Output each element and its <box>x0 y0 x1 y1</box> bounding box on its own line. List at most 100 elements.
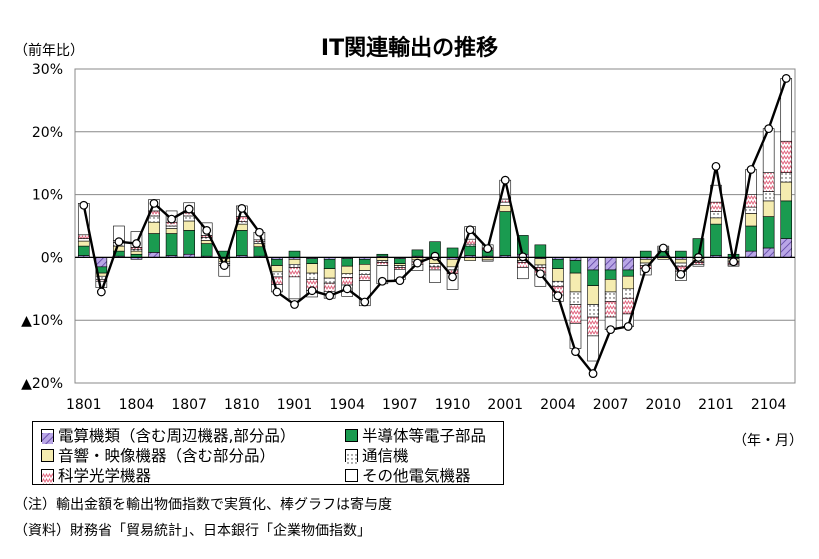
bar-segment <box>604 279 617 293</box>
bar-segment <box>323 268 336 279</box>
bar-segment <box>710 201 722 212</box>
bar-segment <box>481 259 494 262</box>
bar-segment <box>534 258 547 266</box>
bar-segment <box>604 291 617 302</box>
line-point <box>729 257 738 267</box>
bar-segment <box>604 257 617 271</box>
legend-label-av: 音響・映像機器（含む部分品） <box>58 447 276 465</box>
x-tick-label: 2001 <box>487 397 523 413</box>
bar-segment <box>569 291 582 305</box>
line-layer <box>79 74 791 378</box>
line-point <box>641 264 651 274</box>
legend-item-semiconductors: 半導体等電子部品 <box>345 424 486 446</box>
bar-segment <box>394 258 406 264</box>
line-point <box>781 74 791 83</box>
x-axis-unit: （年・月） <box>733 433 803 449</box>
line-point <box>518 252 528 262</box>
legend-label-semiconductors: 半導体等電子部品 <box>362 427 487 445</box>
legend-swatch-telecom <box>345 448 358 464</box>
legend-label-computers: 電算機類（含む周辺機器,部分品） <box>58 427 296 445</box>
legend-item-av: 音響・映像機器（含む部分品） <box>41 444 275 466</box>
bar-segment <box>183 230 195 255</box>
grid-lines <box>74 68 796 384</box>
y-tick-label: 30% <box>32 62 63 78</box>
legend-swatch-optical <box>41 468 54 484</box>
y-tick-label: 0% <box>41 250 63 266</box>
line-point <box>676 269 686 279</box>
line-point <box>658 243 668 253</box>
bar-segment <box>762 216 775 249</box>
bar-segment <box>411 249 424 257</box>
bar-segment <box>710 217 722 225</box>
bar-segment <box>780 140 793 173</box>
bar-segment <box>587 335 599 362</box>
x-tick-label: 2101 <box>698 397 734 413</box>
line-point <box>254 227 264 237</box>
chart-title: IT関連輸出の推移 <box>320 36 499 61</box>
legend: 電算機類（含む周辺機器,部分品） 半導体等電子部品 音響・映像機器（含む部分品）… <box>32 421 504 485</box>
line-point <box>202 225 212 235</box>
bar-segment <box>341 265 353 275</box>
y-tick-label: 20% <box>32 125 63 141</box>
line-point <box>360 297 370 307</box>
bar-segment <box>429 263 441 268</box>
bar-segment <box>288 264 301 268</box>
legend-item-telecom: 通信機 <box>345 444 409 466</box>
y-tick-label: ▲20% <box>21 376 63 392</box>
plot-frame <box>74 68 796 384</box>
bar-segment <box>165 225 178 229</box>
bar-segment <box>148 233 160 253</box>
legend-swatch-av <box>41 448 54 462</box>
line-point <box>413 258 422 268</box>
bar-segment <box>569 272 582 293</box>
bar-segment <box>95 257 108 268</box>
bar-segment <box>622 269 634 277</box>
note-text: （注）輸出金額を輸出物価指数で実質化、棒グラフは寄与度 <box>14 497 392 513</box>
line-point <box>746 165 756 174</box>
bar-segment <box>183 220 195 231</box>
bar-segment <box>358 270 371 275</box>
y-tick-label: 10% <box>32 188 63 204</box>
line-point <box>325 291 335 301</box>
bar-segment <box>587 285 599 305</box>
bar-segment <box>446 247 459 258</box>
bar-segment <box>358 274 371 281</box>
bar-segment <box>604 301 617 318</box>
bar-segment <box>675 258 687 264</box>
bar-segment <box>710 223 722 256</box>
bar-segment <box>745 225 757 252</box>
bar-segment <box>762 200 775 217</box>
bar-segment <box>569 260 582 274</box>
bar-segment <box>200 240 213 244</box>
bar-segment <box>148 221 160 234</box>
legend-item-computers: 電算機類（含む周辺機器,部分品） <box>41 424 295 446</box>
legend-label-telecom: 通信機 <box>362 447 409 465</box>
bar-segment <box>780 181 793 202</box>
bar-segment <box>517 262 529 268</box>
line-point <box>272 287 282 297</box>
line-point <box>764 124 774 134</box>
bar-segment <box>745 194 757 208</box>
bar-segment <box>780 200 793 239</box>
bar-segment <box>288 267 301 278</box>
bar-segment <box>552 258 564 270</box>
axis-layer: 30% 20% 10% 0% ▲10% ▲20%1801 1804 1807 1810 1901 1… <box>21 62 795 413</box>
x-tick-label: 1804 <box>119 397 155 413</box>
bar-segment <box>77 245 90 256</box>
bar-segment <box>429 269 441 283</box>
line-point <box>79 200 89 210</box>
bar-segment <box>464 245 476 256</box>
x-tick-label: 2004 <box>540 397 576 413</box>
bar-segment <box>306 272 318 280</box>
bar-segment <box>745 213 757 227</box>
bar-segment <box>692 264 705 267</box>
bar-segment <box>517 267 529 280</box>
bar-segment <box>745 250 757 258</box>
line-point <box>219 261 229 270</box>
bar-segment <box>306 263 318 274</box>
bar-segment <box>165 233 178 256</box>
bars-layer <box>77 78 793 362</box>
bar-segment <box>358 264 371 271</box>
line-point <box>465 225 475 235</box>
